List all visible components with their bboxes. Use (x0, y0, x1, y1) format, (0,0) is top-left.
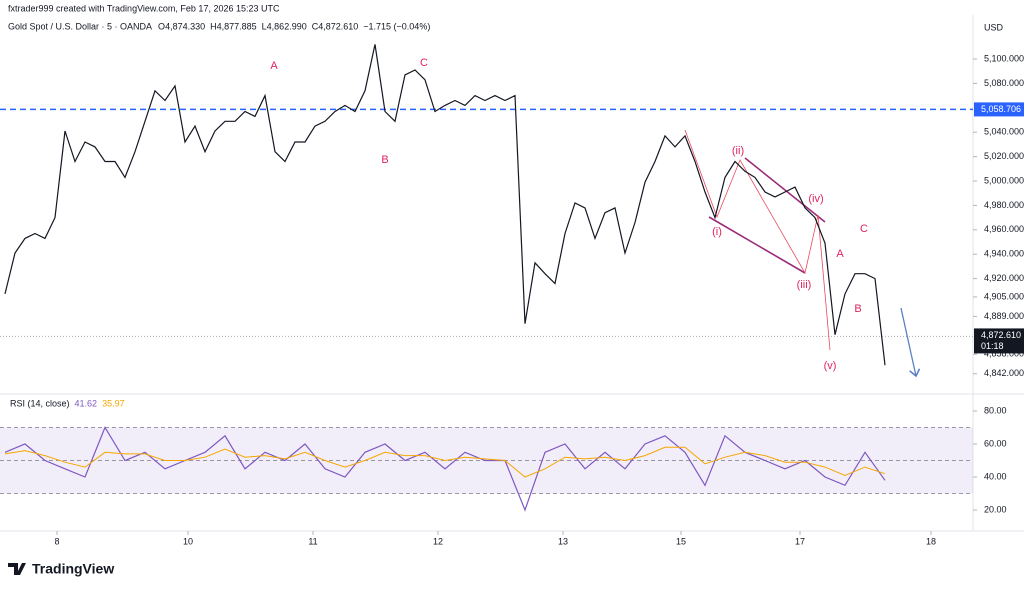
y-tick-label: 4,920.000 (984, 273, 1024, 283)
rsi-y-tick-label: 40.00 (984, 471, 1007, 481)
ohlc-value: 4,874.330 (165, 21, 205, 31)
wave-label: (v) (824, 360, 837, 372)
wave-lines (684, 129, 831, 351)
wave-label: A (836, 248, 844, 260)
price-line (4, 44, 886, 366)
ohlc-key: H (210, 21, 217, 31)
currency: USD (984, 22, 1004, 32)
y-tick-label: 4,889.000 (984, 311, 1024, 321)
y-tick-label: 4,905.000 (984, 291, 1024, 301)
last-price-label: 4,872.610 (981, 330, 1021, 340)
rsi-line (4, 446, 886, 478)
x-tick-label: 12 (433, 536, 443, 546)
x-tick-label: 11 (308, 536, 317, 546)
y-tick-label: 4,858.000 (984, 349, 1024, 359)
y-tick-label: 5,100.000 (984, 53, 1024, 63)
logo: TradingView (8, 561, 114, 577)
x-tick-label: 13 (558, 536, 568, 546)
x-tick-label: 15 (676, 536, 686, 546)
y-tick-label: 5,080.000 (984, 78, 1024, 88)
y-tick-label: 5,000.000 (984, 175, 1024, 185)
ohlc-value: 4,872.610 (318, 21, 358, 31)
y-tick-label: 4,940.000 (984, 249, 1024, 259)
brand: TradingView (32, 561, 114, 577)
ohlc-value: 4,877.885 (217, 21, 257, 31)
wave-label: (iv) (808, 193, 823, 205)
change: −1.715 (−0.04%) (363, 21, 430, 31)
x-tick-label: 8 (54, 536, 59, 546)
wave-label: C (420, 57, 428, 69)
header: fxtrader999 created with TradingView.com… (8, 3, 280, 13)
rsi-value: 35.97 (102, 398, 125, 408)
ohlc-key: L (262, 21, 267, 31)
rsi-y-tick-label: 20.00 (984, 504, 1007, 514)
last-price-box (974, 328, 1024, 354)
rsi-line (4, 426, 886, 512)
ohlc-key: O (158, 21, 165, 31)
x-tick-label: 18 (926, 536, 936, 546)
wave-label: (i) (712, 226, 722, 238)
ohlc-key: C (312, 21, 319, 31)
y-tick-label: 4,960.000 (984, 224, 1024, 234)
countdown: 01:18 (981, 341, 1004, 351)
x-tick-label: 10 (183, 536, 193, 546)
wave-label: C (860, 223, 868, 235)
hline-label: 5,058.706 (981, 104, 1021, 114)
wave-label: (ii) (732, 145, 744, 157)
ohlc-value: 4,862.990 (267, 21, 307, 31)
rsi-y-tick-label: 80.00 (984, 405, 1007, 415)
y-tick-label: 4,842.000 (984, 368, 1024, 378)
x-tick-label: 17 (795, 536, 805, 546)
wave-label: B (854, 303, 861, 315)
forecast-arrow (900, 307, 916, 376)
rsi-value: 41.62 (75, 398, 98, 408)
wave-label: (iii) (797, 279, 812, 291)
wave-label: A (270, 60, 278, 72)
y-tick-label: 5,040.000 (984, 127, 1024, 137)
y-tick-label: 5,020.000 (984, 151, 1024, 161)
hline-label-box (974, 102, 1024, 117)
rsi-label: RSI (14, close) (10, 398, 70, 408)
wave-label: B (381, 154, 388, 166)
rsi-y-tick-label: 60.00 (984, 438, 1007, 448)
chart-title: Gold Spot / U.S. Dollar · 5 · OANDA (8, 21, 152, 31)
y-tick-label: 4,980.000 (984, 200, 1024, 210)
